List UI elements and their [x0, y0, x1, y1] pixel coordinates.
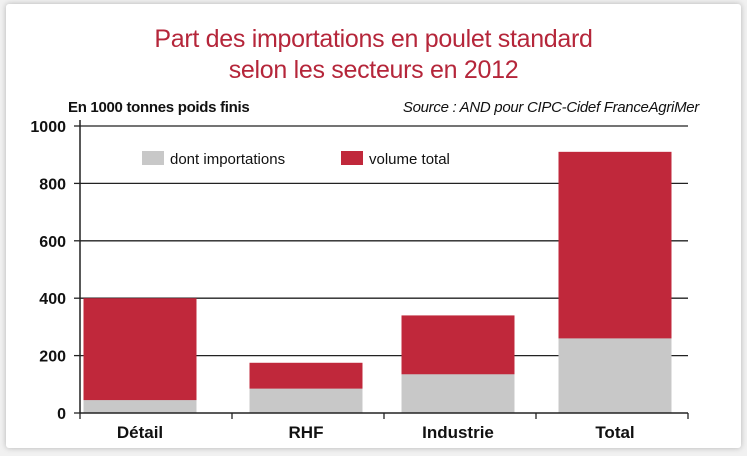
- bar-dont-importations: [558, 338, 672, 413]
- x-tick-label: Détail: [117, 423, 163, 442]
- y-tick-label: 1000: [30, 119, 66, 136]
- y-tick-label: 200: [39, 349, 66, 366]
- bar-dont-importations: [249, 388, 363, 413]
- bar-dont-importations: [83, 400, 197, 413]
- y-tick-label: 0: [57, 406, 66, 423]
- legend-label: volume total: [369, 151, 450, 168]
- y-tick-label: 600: [39, 234, 66, 251]
- y-axis-unit-label: En 1000 tonnes poids finis: [68, 99, 250, 116]
- bar-volume-total: [83, 298, 197, 413]
- x-tick-label: Industrie: [422, 423, 494, 442]
- legend-swatch: [142, 151, 164, 165]
- x-tick-label: Total: [595, 423, 634, 442]
- legend-swatch: [341, 151, 363, 165]
- x-tick-label: RHF: [289, 423, 324, 442]
- chart-title-line-2: selon les secteurs en 2012: [228, 56, 519, 84]
- legend-label: dont importations: [170, 151, 285, 168]
- y-tick-label: 800: [39, 176, 66, 193]
- y-tick-label: 400: [39, 291, 66, 308]
- chart-title-line-1: Part des importations en poulet standard: [154, 25, 593, 53]
- chart-title: Part des importations en poulet standard…: [0, 24, 747, 86]
- chart-source: Source : AND pour CIPC-Cidef FranceAgriM…: [402, 99, 699, 116]
- bar-dont-importations: [401, 374, 515, 413]
